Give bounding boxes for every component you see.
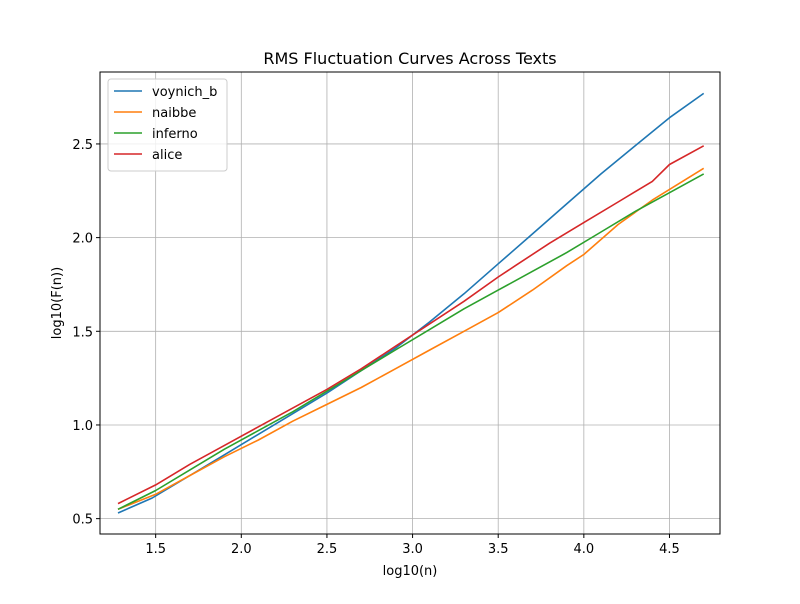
- plot-frame: [99, 71, 721, 535]
- y-tick-label: 1.5: [72, 325, 93, 340]
- y-axis-label: log10(F(n)): [50, 267, 65, 339]
- y-axis-ticks: 0.5 1.0 1.5 2.0 2.5: [72, 138, 100, 528]
- x-tick-label: 2.0: [231, 542, 252, 557]
- x-tick-label: 1.5: [145, 542, 166, 557]
- x-axis-label: log10(n): [383, 564, 438, 579]
- y-tick-label: 0.5: [72, 513, 93, 528]
- legend-label-inferno: inferno: [152, 127, 198, 142]
- legend-label-alice: alice: [152, 148, 182, 163]
- series-line-naibbe: [117, 167, 705, 511]
- legend-label-voynich_b: voynich_b: [152, 85, 217, 100]
- x-tick-label: 3.0: [402, 542, 423, 557]
- legend-label-naibbe: naibbe: [152, 106, 196, 121]
- y-tick-label: 1.0: [72, 419, 93, 434]
- chart-title: RMS Fluctuation Curves Across Texts: [263, 49, 556, 68]
- x-axis-ticks: 1.5 2.0 2.5 3.0 3.5 4.0 4.5: [145, 534, 680, 557]
- series-line-alice: [117, 145, 705, 505]
- y-tick-label: 2.0: [72, 232, 93, 247]
- grid-lines: [100, 72, 720, 534]
- legend-box: [107, 78, 228, 172]
- series-line-inferno: [117, 173, 705, 511]
- series-lines: [117, 92, 705, 514]
- x-tick-label: 4.0: [573, 542, 594, 557]
- x-tick-label: 4.5: [659, 542, 680, 557]
- x-tick-label: 3.5: [488, 542, 509, 557]
- y-tick-label: 2.5: [72, 138, 93, 153]
- x-tick-label: 2.5: [317, 542, 338, 557]
